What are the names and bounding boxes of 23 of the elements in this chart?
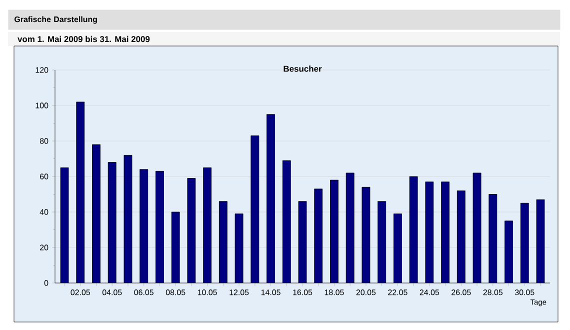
- bar: [266, 114, 275, 283]
- bar: [504, 220, 513, 283]
- bar: [394, 214, 402, 283]
- bar: [314, 188, 322, 283]
- bar: [140, 169, 148, 283]
- chart-title: Besucher: [284, 66, 322, 72]
- bar: [92, 144, 100, 283]
- bar: [457, 190, 466, 283]
- bar: [76, 102, 84, 283]
- bar: [378, 201, 386, 283]
- bar: [488, 194, 497, 283]
- bar: [520, 203, 529, 283]
- bar: [330, 180, 338, 283]
- bar: [346, 172, 354, 283]
- bar: [172, 212, 180, 283]
- bar: [108, 162, 116, 283]
- bar: [441, 182, 450, 283]
- bar: [203, 168, 212, 283]
- chart-subtitle: vom 1. Mai 2009 bis 31. Mai 2009: [18, 36, 150, 42]
- bar: [156, 171, 164, 283]
- bar: [219, 201, 228, 283]
- bar: [282, 160, 291, 283]
- bar: [250, 136, 259, 283]
